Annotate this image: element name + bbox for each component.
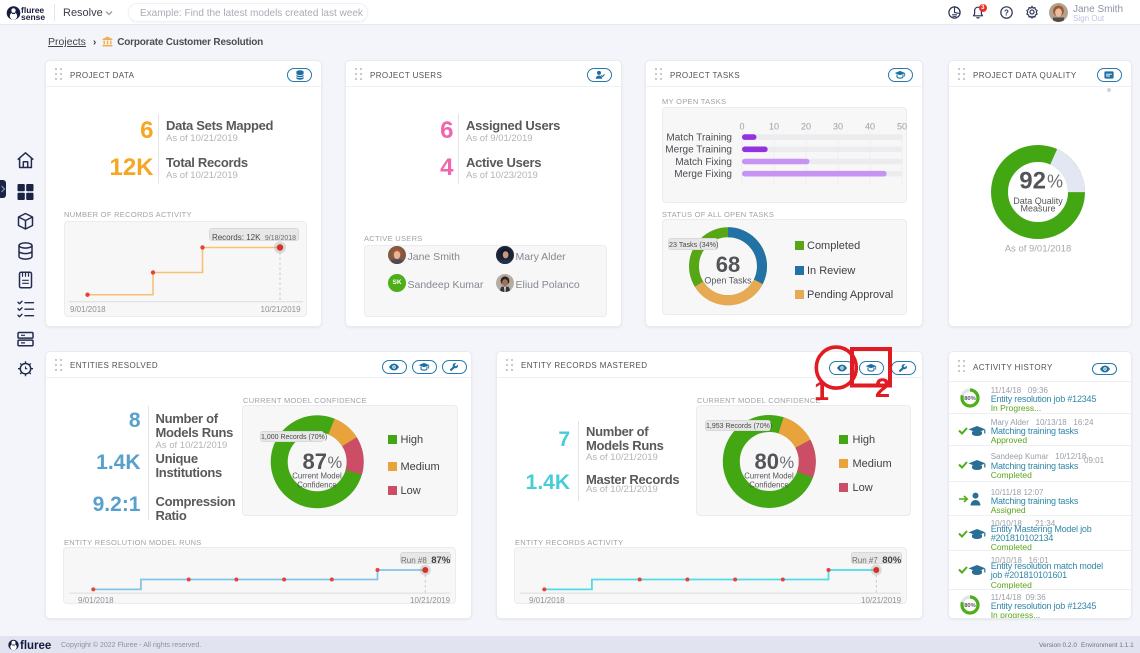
svg-text:80%: 80%	[964, 603, 976, 609]
svg-text:1: 1	[814, 376, 829, 406]
svg-text:Current Model: Current Model	[292, 471, 342, 480]
svg-text:fluree: fluree	[21, 5, 44, 15]
svg-text:2: 2	[875, 373, 890, 403]
svg-text:Current Model: Current Model	[744, 471, 794, 480]
svg-text:fluree: fluree	[20, 640, 51, 651]
svg-text:Merge Training: Merge Training	[665, 145, 732, 156]
svg-text:50: 50	[897, 122, 907, 132]
svg-text:%: %	[780, 454, 795, 472]
svg-text:10: 10	[769, 122, 779, 132]
svg-text:Confidence: Confidence	[749, 480, 788, 489]
svg-text:?: ?	[1004, 8, 1009, 17]
svg-text:92: 92	[1019, 168, 1046, 195]
svg-text:30: 30	[833, 122, 843, 132]
svg-text:68: 68	[716, 252, 740, 277]
svg-text:Confidence: Confidence	[297, 480, 336, 489]
svg-text:Match Training: Match Training	[666, 133, 732, 144]
svg-text:Measure: Measure	[1020, 204, 1055, 214]
svg-text:80: 80	[755, 449, 779, 474]
svg-text:Open Tasks: Open Tasks	[704, 276, 752, 286]
svg-text:sense: sense	[21, 12, 45, 21]
svg-text:80%: 80%	[964, 396, 976, 402]
svg-text:As of 9/01/2018: As of 9/01/2018	[1005, 244, 1072, 255]
svg-text:Match Fixing: Match Fixing	[675, 157, 732, 168]
svg-text:40: 40	[865, 122, 875, 132]
svg-text:Merge Fixing: Merge Fixing	[674, 169, 732, 180]
svg-text:0: 0	[739, 122, 744, 132]
svg-text:87: 87	[303, 449, 327, 474]
svg-text:%: %	[1047, 172, 1063, 192]
svg-text:%: %	[328, 454, 343, 472]
svg-text:20: 20	[801, 122, 811, 132]
svg-text:Data Quality: Data Quality	[1013, 196, 1063, 206]
